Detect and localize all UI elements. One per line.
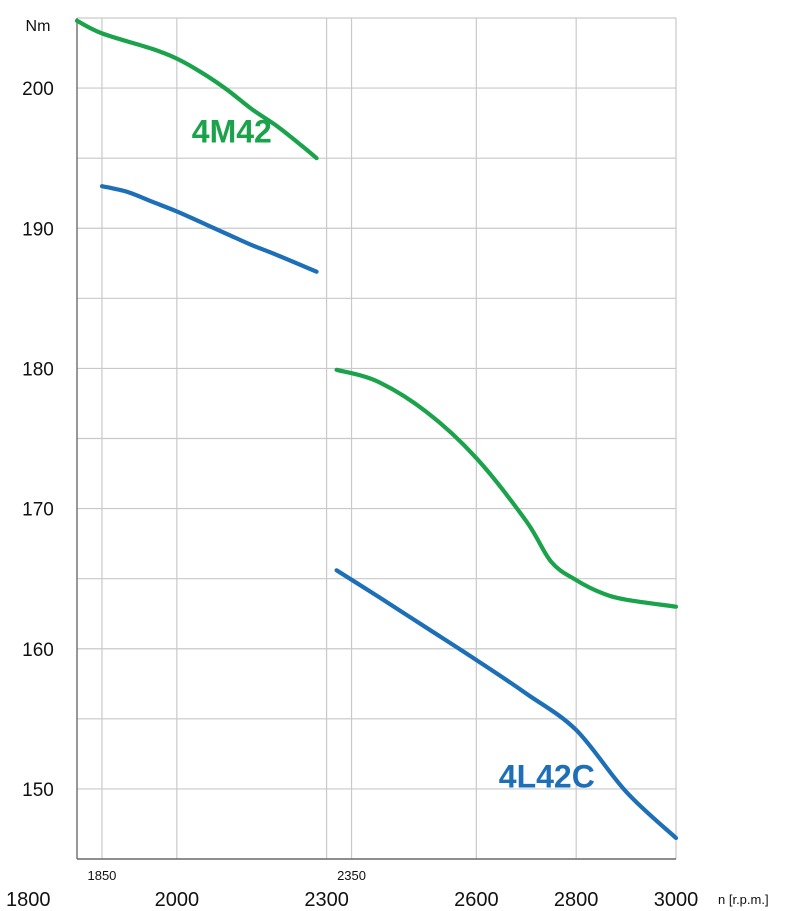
tick-labels: 150 160 170 180 190 200 Nm 1800 2000 2300 2600 2800… xyxy=(6,18,769,911)
x-tick-label-2800: 2800 xyxy=(554,889,599,911)
x-tick-label-3000: 3000 xyxy=(654,889,699,911)
series-label-4l42c: 4L42C xyxy=(499,759,595,795)
y-tick-label-150: 150 xyxy=(22,780,54,801)
x-tick-minor-label-1850: 1850 xyxy=(87,868,116,883)
series-line-3 xyxy=(334,568,679,841)
series-line-0 xyxy=(74,18,319,161)
y-axis-label: Nm xyxy=(26,18,51,35)
axes xyxy=(76,18,676,860)
x-tick-label-2000: 2000 xyxy=(155,889,200,911)
x-tick-label-1800: 1800 xyxy=(6,889,51,911)
grid xyxy=(77,17,677,860)
series-line-2 xyxy=(334,367,679,609)
series-label-4m42: 4M42 xyxy=(192,114,272,150)
series-line-1 xyxy=(99,184,319,274)
y-tick-label-190: 190 xyxy=(22,219,54,240)
x-axis-label: n [r.p.m.] xyxy=(718,892,769,907)
x-tick-label-2300: 2300 xyxy=(304,889,349,911)
series-labels: 4M42 4L42C xyxy=(192,114,595,795)
y-tick-label-200: 200 xyxy=(22,79,54,100)
x-tick-minor-label-2350: 2350 xyxy=(337,868,366,883)
y-tick-label-180: 180 xyxy=(22,359,54,380)
y-tick-label-160: 160 xyxy=(22,640,54,661)
y-tick-label-170: 170 xyxy=(22,500,54,521)
series-group xyxy=(74,18,679,841)
x-tick-label-2600: 2600 xyxy=(454,889,499,911)
